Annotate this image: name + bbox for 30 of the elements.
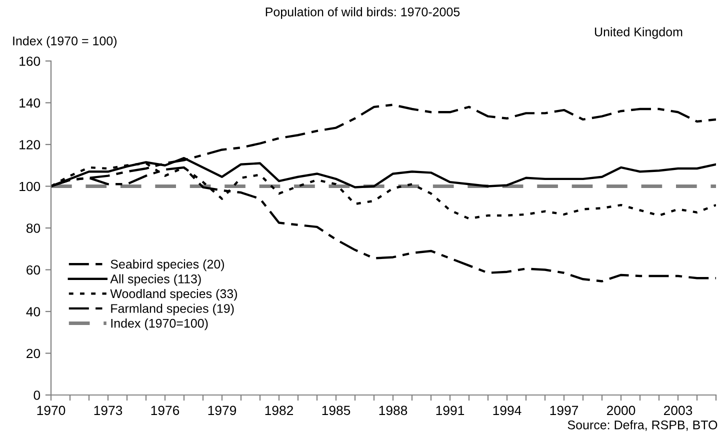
y-axis-title: Index (1970 = 100): [13, 36, 117, 48]
x-tick-label: 1985: [322, 406, 350, 416]
x-tick-label: 1973: [94, 406, 122, 416]
y-tick-label: 80: [26, 224, 40, 233]
y-tick-label: 120: [20, 140, 40, 150]
x-tick-label: 1997: [550, 406, 578, 416]
x-tick-label: 1976: [151, 406, 180, 416]
y-tick-label: 0: [34, 390, 40, 400]
x-tick-label: 1991: [436, 406, 464, 416]
legend-label: Index (1970=100): [111, 318, 208, 330]
y-tick-label: 140: [20, 98, 40, 108]
legend-label: All species (113): [110, 274, 201, 286]
y-tick-label: 100: [20, 182, 40, 192]
x-tick-label: 2003: [664, 406, 692, 416]
y-tick-label: 60: [26, 265, 40, 275]
legend-label: Farmland species (19): [111, 304, 234, 316]
legend-label: Woodland species (33): [110, 288, 237, 301]
x-tick-label: 1994: [493, 406, 522, 416]
x-tick-label: 1970: [37, 406, 66, 416]
legend-label: Seabird species (20): [110, 259, 224, 272]
y-tick-label: 20: [26, 348, 40, 358]
source-note: Source: Defra, RSPB, BTO: [568, 420, 718, 431]
text: United Kingdom: [594, 27, 682, 39]
y-tick-label: 40: [26, 307, 40, 316]
chart-title: Population of wild birds: 1970-2005: [266, 7, 460, 19]
x-tick-label: 2000: [606, 406, 636, 416]
x-tick-label: 1979: [208, 406, 236, 416]
x-tick-label: 1988: [379, 406, 408, 416]
y-tick-label: 160: [20, 56, 40, 66]
x-tick-label: 1982: [265, 406, 294, 416]
